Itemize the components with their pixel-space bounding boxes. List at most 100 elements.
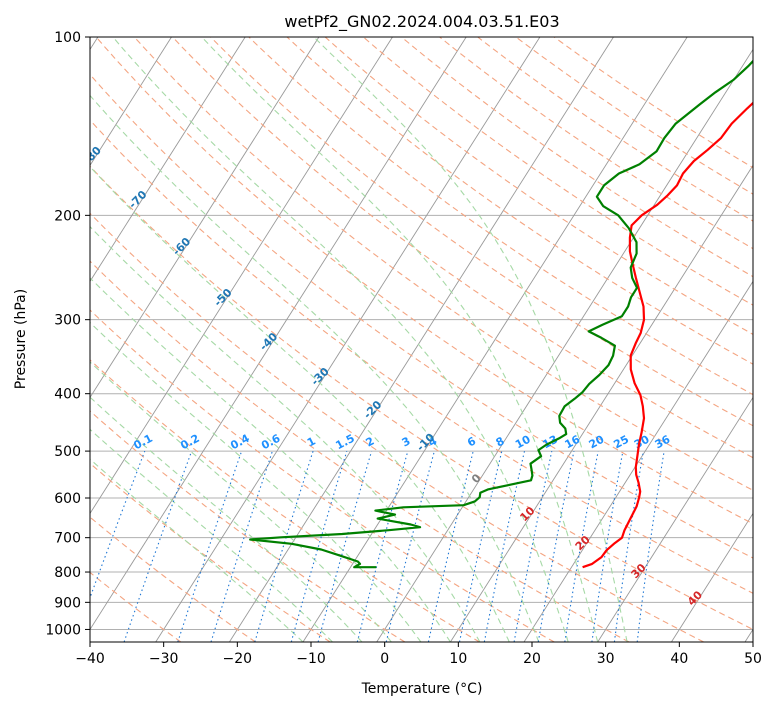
y-tick-label: 1000 [45,622,81,638]
moist-adiabat-line [90,165,510,642]
dry-adiabat-line [90,309,555,642]
x-tick-label: −40 [75,651,105,667]
mixing-ratio-line [210,450,273,642]
mixing-ratio-label: 8 [494,434,507,449]
mixing-ratio-label: 25 [611,433,631,452]
mixing-ratio-label: 1 [305,434,318,449]
dry-adiabat-label: -60 [170,235,193,258]
mixing-ratio-line [483,450,526,642]
y-tick-label: 300 [54,313,81,329]
mixing-ratio-label: 0.4 [228,432,252,453]
x-axis: −40 −30 −20 −10 0 10 20 30 40 50 [75,642,762,667]
dry-adiabat-label: -80 [81,144,104,167]
isotherm-line [744,628,753,642]
isotherm-line [523,280,753,642]
mixing-ratio-line [254,450,314,642]
plot-frame [89,36,754,643]
mixing-ratio-line [564,450,599,642]
mixing-ratio-label: 1.5 [333,432,356,453]
mixing-ratio-label: 0.1 [131,432,154,453]
y-axis-title: Pressure (hPa) [13,289,29,389]
mixing-ratio-label: 16 [563,433,583,452]
mixing-ratio-line [177,450,243,642]
isotherm-line [671,512,753,642]
mixing-ratio-line [427,450,474,642]
dry-adiabat-line [90,516,256,642]
x-tick-label: 0 [380,651,389,667]
y-tick-label: 600 [54,491,81,507]
x-axis-title: Temperature (°C) [361,681,483,697]
dry-adiabat-line [90,119,753,594]
x-tick-label: 40 [670,651,688,667]
mixing-ratio-label: 2 [364,434,377,449]
moist-adiabat-line [90,277,451,642]
profile-series [249,59,753,569]
dry-adiabat-label: 10 [517,504,537,524]
isotherm-line [90,37,393,515]
dry-adiabat-line [362,37,753,306]
dewpoint-profile [249,59,753,569]
y-tick-label: 500 [54,444,81,460]
mixing-ratio-label: 6 [465,434,478,449]
x-tick-label: −30 [149,651,179,667]
y-tick-label: 200 [54,208,81,224]
y-tick-label: 400 [54,387,81,403]
mixing-ratio-line [537,450,575,642]
x-tick-label: −20 [223,651,253,667]
isotherm-line [155,37,541,642]
isotherm-line [376,48,753,642]
isotherm-line [90,37,467,631]
moist-adiabat-line [112,37,569,642]
dry-adiabat-line [439,37,753,250]
dry-adiabat-label: -100 [0,44,21,73]
x-tick-label: −10 [296,651,326,667]
isotherm-line [90,37,172,167]
dry-adiabat-label: 0 [469,471,484,486]
mixing-ratio-line [356,450,409,642]
dry-adiabat-label: -20 [361,398,384,421]
x-tick-label: 30 [597,651,615,667]
moist-adiabat-line [313,37,628,642]
dry-adiabat-line [90,165,753,631]
dry-adiabat-line [515,37,753,195]
mixing-ratio-label: 3 [400,434,413,449]
dry-adiabat-label: -90 [37,96,60,119]
background-lines [90,37,753,642]
dry-adiabat-line [90,462,331,642]
chart-title: wetPf2_GN02.2024.004.03.51.E03 [284,12,559,32]
y-tick-label: 100 [54,30,81,46]
mixing-ratio-label: 20 [587,433,607,452]
dry-adiabat-line [172,37,753,459]
dry-adiabat-line [90,212,704,642]
moist-adiabat-line [90,361,392,642]
mixing-ratio-label: 36 [653,433,673,452]
isotherm-line [597,396,753,642]
dry-adiabat-line [553,37,753,169]
dry-adiabat-line [210,37,753,427]
moist-adiabat-line [90,458,304,642]
dry-adiabat-label: -40 [257,330,280,353]
isotherm-line [302,37,688,642]
dry-adiabat-line [133,37,753,491]
isotherm-line [450,164,753,642]
mixing-ratio-line [317,450,373,642]
x-tick-label: 10 [449,651,467,667]
moist-adiabat-line [90,321,422,642]
mixing-ratio-label: 0.2 [178,432,201,453]
dry-adiabat-line [90,73,753,559]
dry-adiabat-line [90,260,630,642]
plot-area: 0.1 0.2 0.4 0.6 1 1.5 2 3 4 6 8 10 13 16 20 25 30 36-100-… [0,37,753,642]
dry-adiabat-line [90,410,406,642]
moist-adiabat-line [90,225,481,642]
temperature-profile [582,101,753,569]
moist-adiabat-line [90,94,540,642]
moist-adiabat-line [201,37,599,642]
y-tick-label: 800 [54,565,81,581]
mixing-ratio-label: 30 [632,433,652,452]
dry-adiabat-label: -10 [414,431,437,454]
mixing-ratio-line [123,450,193,642]
dry-adiabat-line [477,37,753,222]
dry-adiabat-line [286,37,753,365]
dry-adiabat-label: -30 [309,365,332,388]
